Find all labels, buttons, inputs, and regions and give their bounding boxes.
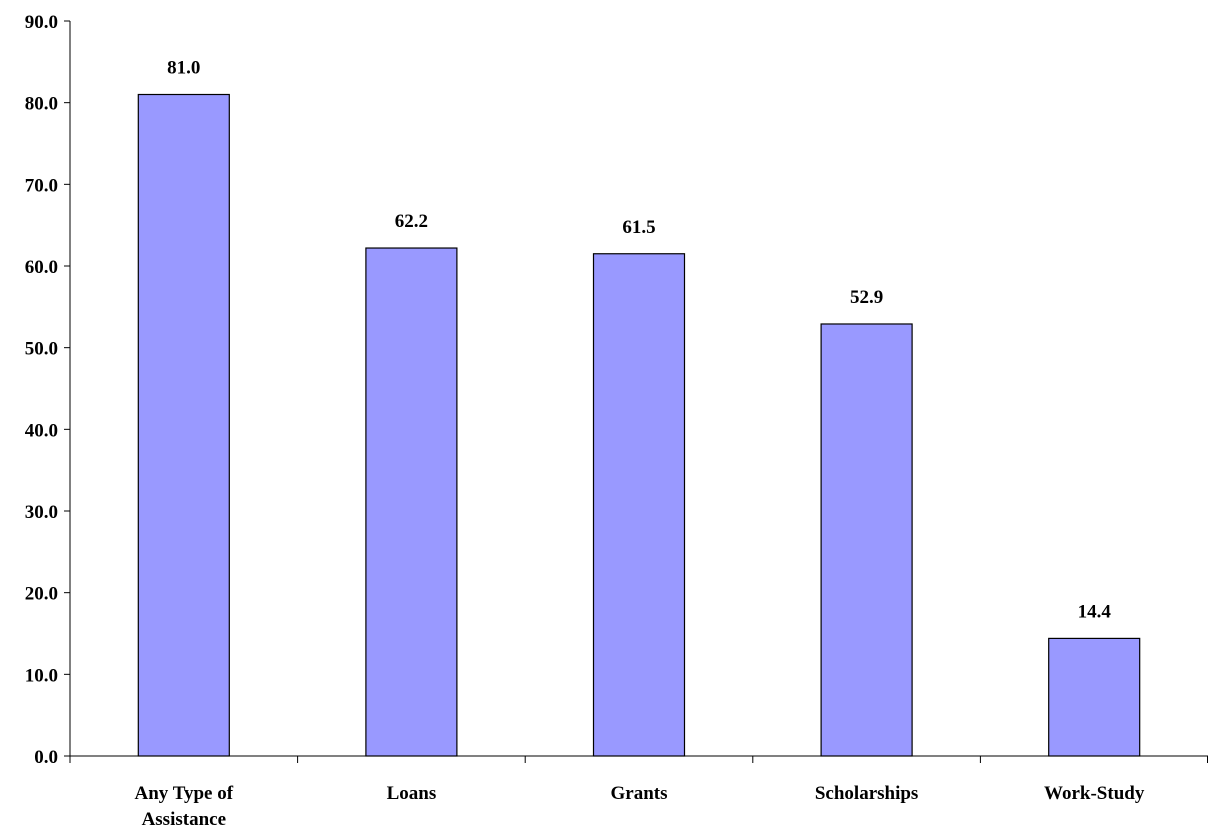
y-tick-label: 80.0 — [25, 94, 58, 115]
category-label: Grants — [611, 783, 668, 804]
data-label: 61.5 — [622, 217, 655, 238]
data-label: 52.9 — [850, 287, 883, 308]
category-label: Scholarships — [815, 783, 918, 804]
y-tick-label: 70.0 — [25, 175, 58, 196]
bar — [820, 323, 913, 757]
category-label: Work-Study — [1044, 783, 1145, 804]
bar — [365, 247, 458, 757]
y-tick-label: 40.0 — [25, 420, 58, 441]
y-tick-label: 90.0 — [25, 12, 58, 33]
y-tick-label: 10.0 — [25, 665, 58, 686]
y-tick-label: 50.0 — [25, 339, 58, 360]
bar — [137, 93, 230, 757]
x-axis — [69, 755, 1208, 763]
category-label: Any Type of — [135, 783, 234, 804]
bar — [1048, 637, 1141, 757]
bar — [592, 253, 686, 757]
y-tick-label: 0.0 — [34, 747, 58, 768]
category-label: Assistance — [142, 809, 226, 830]
data-label: 81.0 — [167, 58, 200, 79]
y-axis: 0.0 10.0 20.0 30.0 40.0 50.0 60.0 70.0 80.0 90.0 — [25, 12, 71, 768]
category-label: Loans — [387, 783, 437, 804]
data-labels: 81.0 62.2 61.5 52.9 14.4 — [167, 58, 1111, 623]
category-labels: Any Type of Assistance Loans Grants Scholars… — [135, 783, 1145, 830]
data-label: 14.4 — [1078, 601, 1112, 622]
y-tick-label: 60.0 — [25, 257, 58, 278]
y-tick-label: 20.0 — [25, 584, 58, 605]
bars — [137, 93, 1141, 757]
data-label: 62.2 — [395, 211, 428, 232]
y-tick-label: 30.0 — [25, 502, 58, 523]
